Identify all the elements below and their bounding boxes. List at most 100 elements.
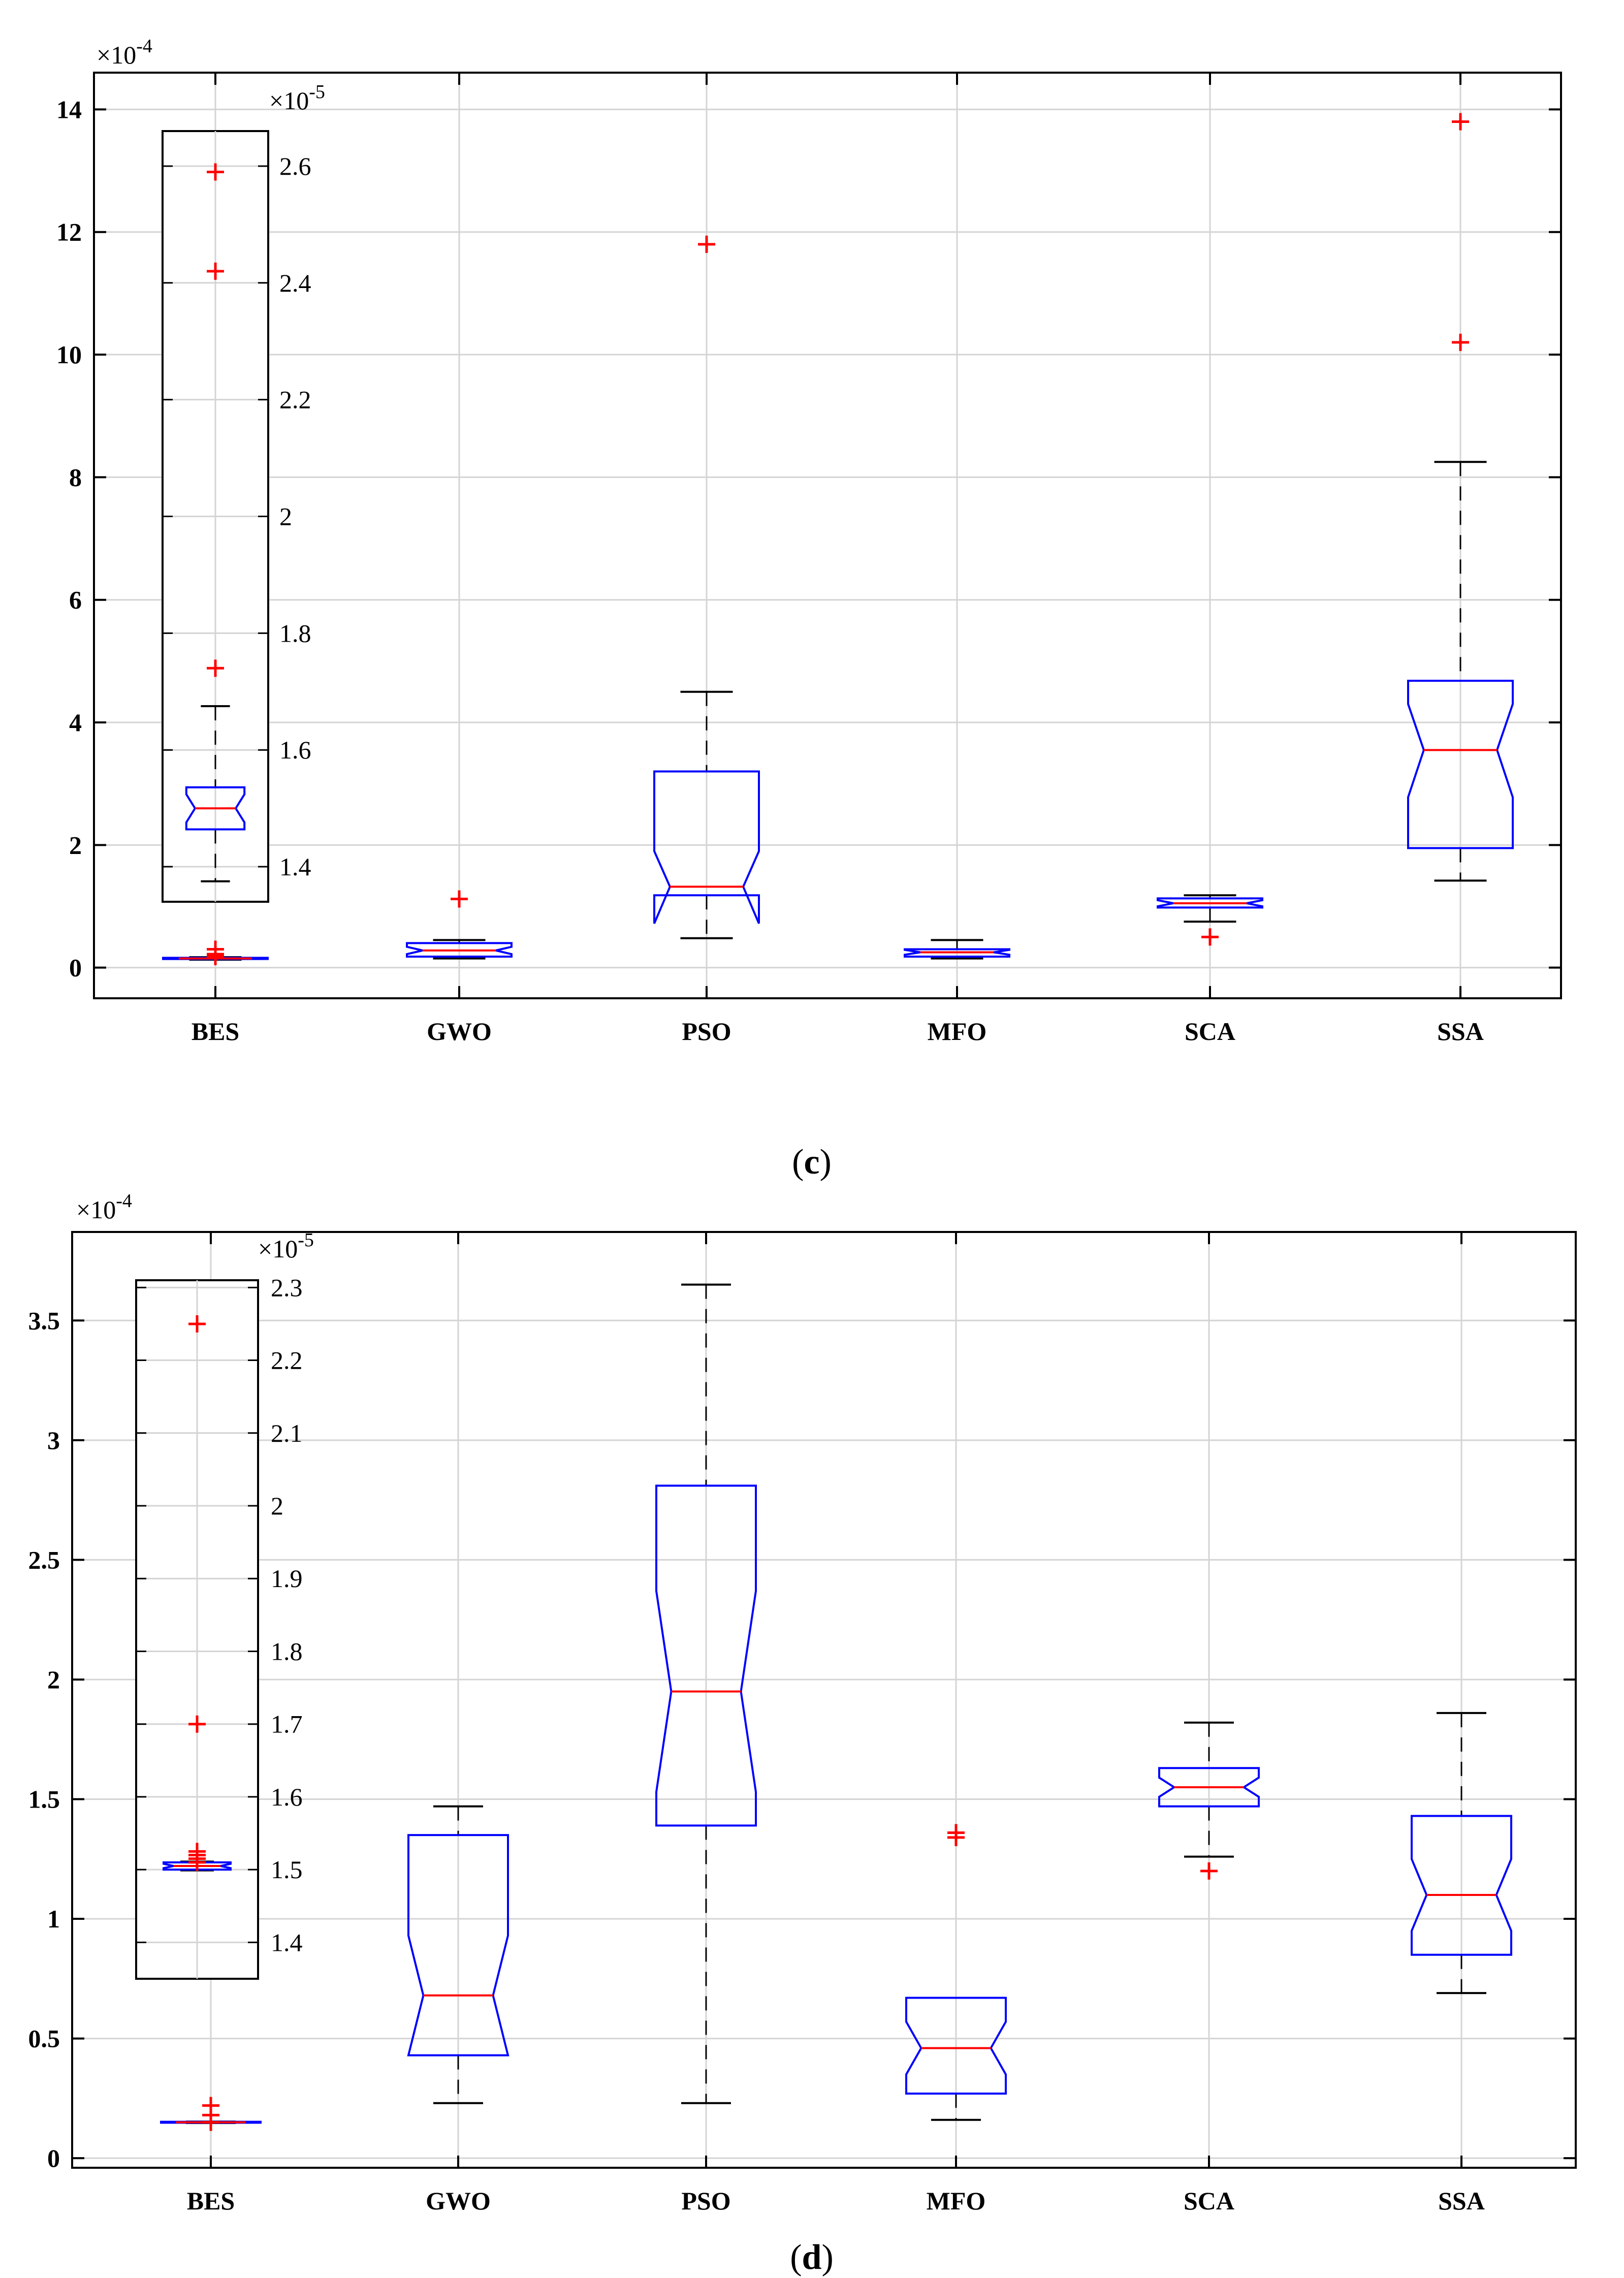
exponent-power: -4	[116, 1190, 132, 1212]
inset-tick-label: 2	[271, 1492, 283, 1520]
box-gwo-outlier	[451, 890, 468, 908]
x-tick-label: SSA	[1437, 1017, 1484, 1046]
caption-letter: d	[802, 2238, 822, 2277]
inset-tick-label: 2.2	[279, 386, 311, 414]
box-mfo-outlier	[947, 1828, 965, 1846]
box-mfo-box	[904, 948, 1010, 958]
x-tick-label: BES	[187, 2187, 235, 2215]
box-sca-outlier	[1200, 1862, 1218, 1880]
x-tick-label: PSO	[682, 1017, 731, 1046]
panel-caption: (c)	[792, 1143, 832, 1182]
inset-exponent-label: ×10-5	[258, 1229, 314, 1263]
inset-tick-label: 1.4	[271, 1928, 303, 1956]
box-ssa-box	[1407, 679, 1514, 849]
inset-tick-label: 1.6	[279, 736, 311, 764]
inset-box-box	[163, 1861, 232, 1871]
box-sca-box	[1157, 897, 1263, 909]
y-tick-label: 2.5	[28, 1545, 60, 1574]
box-sca-outlier	[1201, 928, 1219, 946]
exponent-base: ×10	[258, 1235, 298, 1263]
exponent-base: ×10	[269, 86, 309, 115]
inset-tick-label: 1.8	[271, 1637, 303, 1665]
inset-tick-label: 2.1	[271, 1419, 303, 1447]
inset-exponent-label: ×10-5	[269, 81, 325, 115]
inset-tick-label: 2.3	[271, 1273, 303, 1302]
caption-paren-open: (	[792, 1143, 804, 1182]
inset-box-outlier	[207, 262, 224, 280]
box-sca-box	[1158, 1767, 1260, 1808]
x-tick-label: GWO	[426, 2187, 491, 2215]
inset-box-outlier	[188, 1315, 206, 1333]
box-bes-box	[162, 957, 269, 960]
y-tick-label: 8	[69, 463, 82, 491]
caption-letter: c	[804, 1143, 819, 1182]
inset-tick-label: 1.5	[271, 1855, 303, 1884]
box-gwo-box	[406, 942, 513, 958]
box-gwo-box	[407, 1834, 510, 2056]
inset-d: 1.4 1.5 1.6 1.7 1.8 1.9 2 2.1 2.2 2.3 ×10-5	[135, 1229, 314, 1980]
x-tick-label: SSA	[1438, 2187, 1485, 2215]
y-tick-label: 14	[56, 95, 82, 123]
x-tick-label: PSO	[681, 2187, 730, 2215]
x-tick-label: SCA	[1185, 1017, 1235, 1046]
box-pso-box	[653, 770, 760, 924]
y-tick-label: 0	[69, 954, 82, 982]
y-exponent-label: ×10-4	[76, 1190, 132, 1224]
box-bes-outlier	[202, 2113, 219, 2131]
y-tick-label: 3.5	[28, 1306, 60, 1335]
box-ssa-outlier	[1452, 113, 1469, 131]
y-tick-label: 2	[47, 1665, 60, 1694]
y-tick-label: 2	[69, 831, 82, 859]
box-pso-outlier	[698, 235, 715, 253]
inset-box-outlier	[207, 659, 224, 677]
box-mfo-box	[905, 1997, 1007, 2095]
exponent-power: -4	[136, 36, 152, 57]
y-tick-label: 6	[69, 586, 82, 614]
inset-tick-label: 2.4	[279, 269, 311, 297]
inset-tick-label: 1.7	[271, 1710, 303, 1738]
box-ssa-outlier	[1452, 333, 1469, 351]
x-tick-label: MFO	[927, 2187, 986, 2215]
inset-box-outlier	[188, 1715, 206, 1733]
caption-paren-close: )	[821, 2238, 833, 2277]
inset-box-box	[185, 786, 246, 831]
y-exponent-label: ×10-4	[97, 36, 152, 69]
inset-c: 1.4 1.6 1.8 2 2.2 2.4 2.6 ×10-5	[162, 81, 325, 903]
box-bes-outlier	[207, 947, 224, 965]
box-ssa-box	[1411, 1815, 1512, 1956]
exponent-power: -5	[309, 81, 325, 103]
inset-tick-label: 1.4	[279, 852, 311, 881]
x-tick-label: SCA	[1184, 2187, 1234, 2215]
inset-tick-label: 1.9	[271, 1564, 303, 1593]
x-tick-label: GWO	[427, 1017, 492, 1046]
plot-frame	[93, 72, 1562, 999]
inset-box-outlier	[188, 1843, 206, 1860]
exponent-base: ×10	[76, 1195, 116, 1224]
box-bes-box	[160, 2121, 262, 2124]
y-tick-label: 3	[47, 1426, 60, 1454]
x-tick-label: BES	[192, 1017, 240, 1046]
y-tick-label: 0	[47, 2144, 60, 2172]
inset-tick-label: 2.2	[271, 1346, 303, 1375]
caption-paren-close: )	[820, 1143, 832, 1182]
y-tick-label: 0.5	[28, 2024, 60, 2053]
inset-tick-label: 2	[279, 502, 292, 531]
y-tick-label: 1.5	[28, 1785, 60, 1814]
plot-frame	[71, 1231, 1577, 2169]
inset-tick-label: 1.8	[279, 619, 311, 647]
panel-caption: (d)	[790, 2238, 834, 2277]
caption-paren-open: (	[790, 2238, 802, 2277]
y-tick-label: 1	[47, 1905, 60, 1933]
inset-tick-label: 2.6	[279, 152, 311, 180]
y-tick-label: 10	[56, 340, 82, 369]
x-tick-label: MFO	[928, 1017, 987, 1046]
exponent-base: ×10	[97, 41, 136, 69]
y-tick-label: 12	[56, 218, 82, 246]
y-tick-label: 4	[69, 708, 82, 737]
inset-box-outlier	[207, 163, 224, 181]
inset-tick-label: 1.6	[271, 1783, 303, 1811]
box-pso-box	[655, 1484, 757, 1827]
